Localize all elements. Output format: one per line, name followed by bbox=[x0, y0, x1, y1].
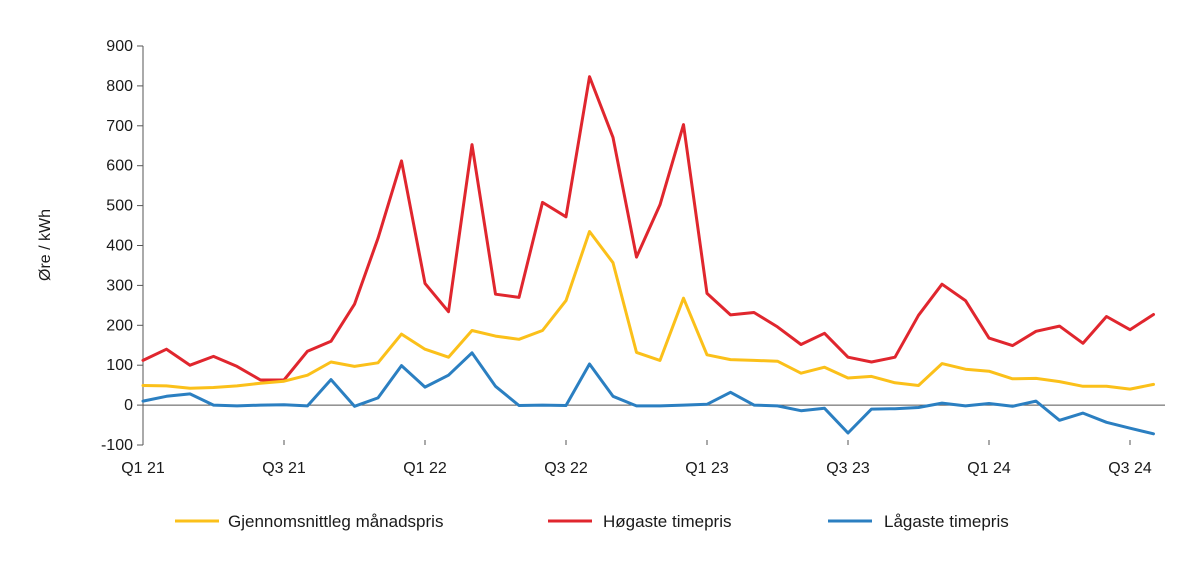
legend-label-0: Gjennomsnittleg månadspris bbox=[228, 512, 443, 531]
series-line-2 bbox=[141, 351, 1155, 436]
y-tick-label: 700 bbox=[106, 118, 133, 135]
legend: Gjennomsnittleg månadspris Høgaste timepr… bbox=[175, 512, 1009, 531]
x-axis: Q1 21 Q3 21 Q1 22 Q3 22 Q1 23 Q3 23 Q1 24 Q3 24 bbox=[121, 404, 1165, 477]
x-tick-label: Q1 23 bbox=[685, 460, 729, 477]
y-tick-label: 400 bbox=[106, 238, 133, 255]
x-tick-label: Q3 24 bbox=[1108, 460, 1152, 477]
x-tick-label: Q3 21 bbox=[262, 460, 306, 477]
y-tick-label: 300 bbox=[106, 277, 133, 294]
y-tick-label: 500 bbox=[106, 198, 133, 215]
series-lines bbox=[141, 75, 1155, 436]
y-tick-label: -100 bbox=[101, 437, 133, 454]
legend-label-2: Lågaste timepris bbox=[884, 512, 1009, 531]
series-line-1 bbox=[141, 75, 1155, 382]
x-tick-label: Q1 24 bbox=[967, 460, 1011, 477]
y-tick-label: 100 bbox=[106, 357, 133, 374]
y-tick-label: 0 bbox=[124, 397, 133, 414]
y-tick-label: 600 bbox=[106, 158, 133, 175]
y-axis: -100 0 100 200 300 400 500 600 700 800 900 bbox=[101, 38, 144, 454]
x-tick-label: Q1 22 bbox=[403, 460, 447, 477]
x-tick-label: Q3 23 bbox=[826, 460, 870, 477]
y-tick-label: 200 bbox=[106, 317, 133, 334]
y-tick-label: 900 bbox=[106, 38, 133, 55]
legend-label-1: Høgaste timepris bbox=[603, 512, 731, 531]
series-line-0 bbox=[141, 230, 1155, 391]
x-tick-label: Q3 22 bbox=[544, 460, 588, 477]
x-tick-label: Q1 21 bbox=[121, 460, 165, 477]
y-tick-label: 800 bbox=[106, 78, 133, 95]
y-axis-title: Øre / kWh bbox=[37, 209, 54, 281]
